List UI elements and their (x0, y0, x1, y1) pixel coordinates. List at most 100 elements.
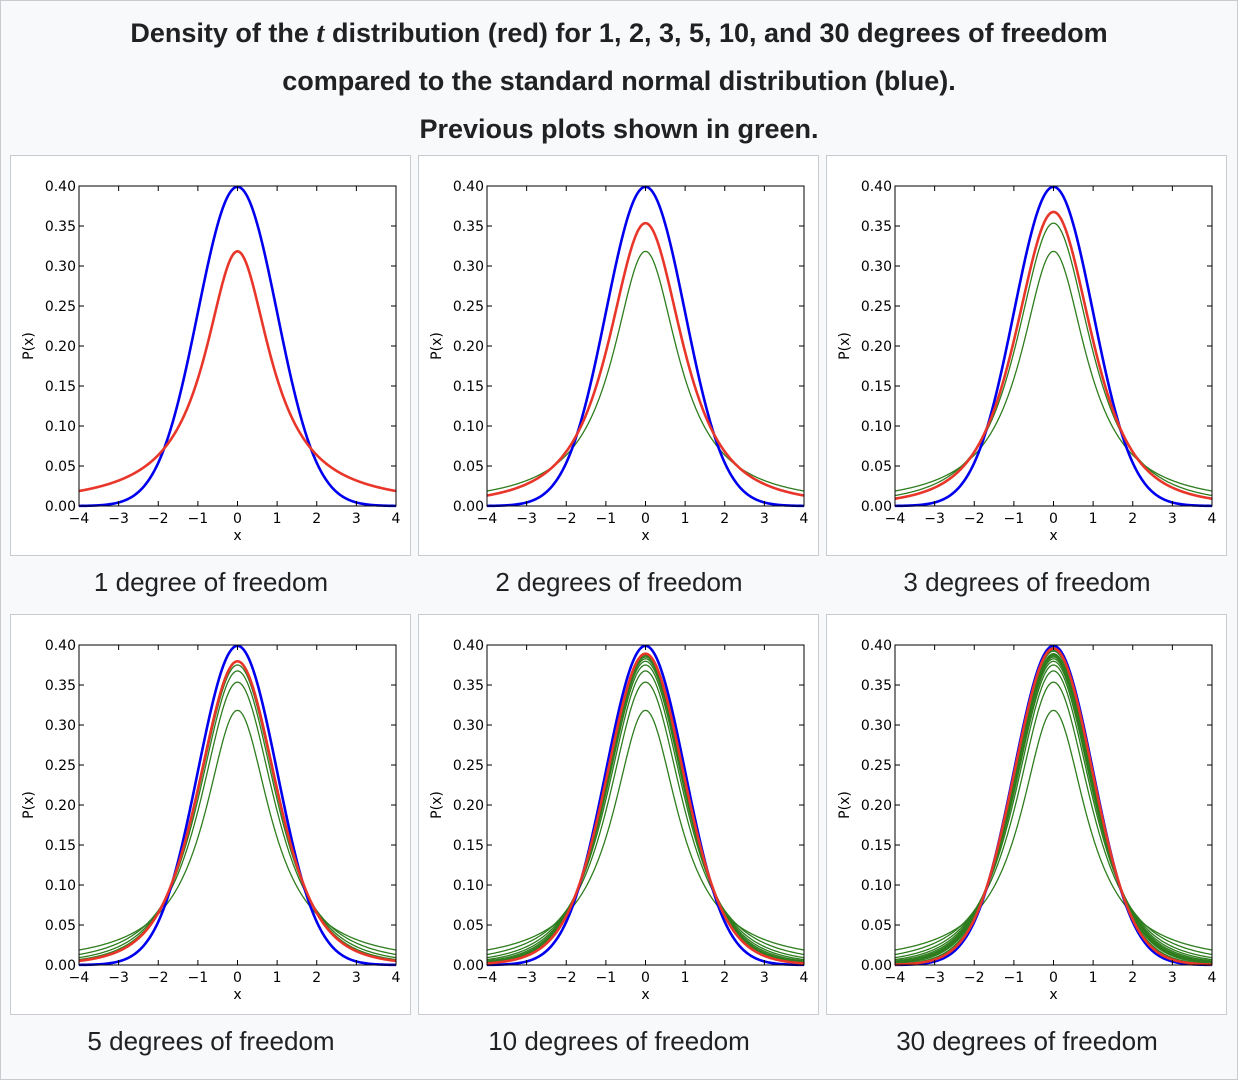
x-axis-label: x (641, 987, 649, 1003)
panel-label-df30: 30 degrees of freedom (896, 1026, 1158, 1056)
x-axis-label: x (1049, 987, 1057, 1003)
panel-label-df1: 1 degree of freedom (93, 567, 329, 597)
y-tick-label: 0.40 (861, 179, 892, 195)
y-tick-label: 0.10 (861, 878, 892, 894)
plot-frame (486, 185, 805, 507)
y-tick-label: 0.30 (45, 718, 76, 734)
x-tick-label: 4 (800, 970, 809, 986)
y-tick-label: 0.25 (861, 758, 892, 774)
x-tick-label: −4 (477, 970, 498, 986)
normal-density-curve (486, 644, 805, 967)
y-axis-label: P(x) (21, 332, 37, 360)
previous-t-curve-df4 (78, 664, 397, 961)
y-tick-label: 0.05 (453, 459, 484, 475)
x-tick-label: 2 (1128, 970, 1137, 986)
y-axis-label: P(x) (429, 791, 445, 819)
previous-t-curve-df2 (486, 681, 805, 956)
previous-t-curve-df15 (894, 650, 1213, 965)
caption-line-2: compared to the standard normal distribu… (282, 66, 956, 96)
y-tick-label: 0.35 (861, 219, 892, 235)
y-tick-label: 0.20 (453, 339, 484, 355)
density-chart-df3: −4 −3 −2 −1 0 1 2 3 4 0.00 0.05 0.10 0.15 0.20 0.25 0.3… (837, 179, 1217, 544)
x-tick-label: −4 (885, 511, 906, 527)
x-tick-label: 2 (720, 511, 729, 527)
y-axis-label: P(x) (837, 791, 853, 819)
x-tick-label: −1 (1004, 970, 1025, 986)
y-tick-label: 0.35 (453, 678, 484, 694)
y-tick-label: 0.05 (45, 459, 76, 475)
x-tick-label: −4 (477, 511, 498, 527)
x-tick-label: 2 (720, 970, 729, 986)
density-chart-df10: −4 −3 −2 −1 0 1 2 3 4 0.00 0.05 0.10 0.15 0.20 0.25 0.3… (429, 638, 809, 1003)
x-tick-label: 1 (273, 511, 282, 527)
y-tick-label: 0.05 (45, 918, 76, 934)
y-tick-label: 0.20 (453, 798, 484, 814)
normal-density-curve (894, 185, 1213, 508)
previous-t-curve-df2 (894, 222, 1213, 497)
y-tick-label: 0.40 (453, 638, 484, 654)
x-tick-label: −3 (516, 970, 537, 986)
x-tick-label: 4 (392, 511, 401, 527)
chart-panel-df30: −4 −3 −2 −1 0 1 2 3 4 0.00 0.05 0.10 0.15 0.20 0.25 0.3… (826, 614, 1227, 1015)
x-tick-label: 3 (760, 970, 769, 986)
x-tick-label: −2 (148, 970, 169, 986)
x-tick-label: 2 (312, 511, 321, 527)
x-tick-label: −1 (596, 511, 617, 527)
previous-t-curve-df1 (486, 709, 805, 951)
y-tick-label: 0.30 (453, 718, 484, 734)
x-tick-label: 0 (1049, 511, 1058, 527)
x-tick-label: −4 (69, 970, 90, 986)
previous-t-curve-df3 (486, 670, 805, 959)
chart-panel-df2: −4 −3 −2 −1 0 1 2 3 4 0.00 0.05 0.10 0.15 0.20 0.25 0.3… (418, 155, 819, 556)
y-tick-label: 0.00 (45, 958, 76, 974)
y-tick-label: 0.30 (453, 259, 484, 275)
y-tick-label: 0.15 (45, 838, 76, 854)
y-tick-label: 0.00 (861, 499, 892, 515)
x-tick-label: 3 (760, 511, 769, 527)
previous-t-curve-df5 (486, 660, 805, 962)
x-tick-label: 1 (1089, 511, 1098, 527)
t-density-curve-df2 (486, 221, 805, 497)
t-density-curve-df3 (894, 210, 1213, 500)
x-tick-label: −4 (69, 511, 90, 527)
previous-t-curve-df2 (894, 681, 1213, 956)
y-tick-label: 0.20 (45, 798, 76, 814)
caption-line-1: Density of the t distribution (red) for … (130, 17, 1108, 49)
plot-frame (894, 644, 1213, 966)
y-tick-label: 0.00 (45, 499, 76, 515)
y-axis-label: P(x) (429, 332, 445, 360)
figure-caption: Density of the t distribution (red) for … (1, 9, 1237, 153)
chart-panel-df1: −4 −3 −2 −1 0 1 2 3 4 0.00 0.05 0.10 0.15 0.20 0.25 0.3… (10, 155, 411, 556)
density-chart-df2: −4 −3 −2 −1 0 1 2 3 4 0.00 0.05 0.10 0.15 0.20 0.25 0.3… (429, 179, 809, 544)
y-tick-label: 0.15 (861, 379, 892, 395)
x-tick-label: −3 (108, 511, 129, 527)
y-tick-label: 0.40 (45, 638, 76, 654)
y-tick-label: 0.10 (453, 419, 484, 435)
y-tick-label: 0.40 (45, 179, 76, 195)
x-tick-label: 0 (641, 511, 650, 527)
x-tick-label: −1 (1004, 511, 1025, 527)
y-tick-label: 0.10 (453, 878, 484, 894)
x-tick-label: 3 (352, 511, 361, 527)
x-tick-label: −2 (556, 511, 577, 527)
x-tick-label: 0 (1049, 970, 1058, 986)
chart-panel-df3: −4 −3 −2 −1 0 1 2 3 4 0.00 0.05 0.10 0.15 0.20 0.25 0.3… (826, 155, 1227, 556)
y-tick-label: 0.05 (453, 918, 484, 934)
x-tick-label: 3 (1168, 970, 1177, 986)
y-axis-label: P(x) (837, 332, 853, 360)
y-tick-label: 0.35 (45, 678, 76, 694)
previous-t-curve-df3 (894, 670, 1213, 959)
x-tick-label: 4 (1208, 511, 1217, 527)
y-tick-label: 0.25 (453, 299, 484, 315)
previous-t-curve-df1 (78, 709, 397, 951)
plot-frame (894, 185, 1213, 507)
x-tick-label: 0 (233, 511, 242, 527)
y-tick-label: 0.40 (453, 179, 484, 195)
x-tick-label: −2 (556, 970, 577, 986)
x-axis-label: x (1049, 528, 1057, 544)
previous-t-curve-df3 (78, 670, 397, 959)
y-tick-label: 0.10 (861, 419, 892, 435)
y-tick-label: 0.15 (453, 379, 484, 395)
previous-t-curve-df8 (486, 654, 805, 964)
x-tick-label: 1 (681, 511, 690, 527)
